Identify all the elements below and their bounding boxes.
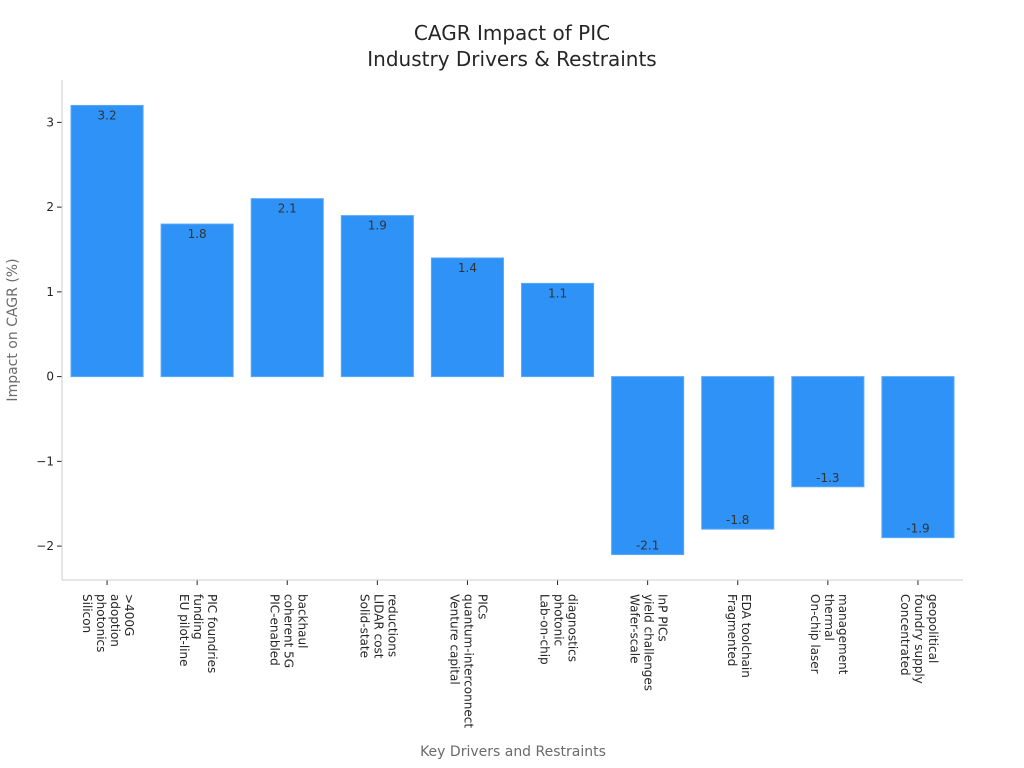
x-category-label: EU pilot-line funding PIC foundries [177, 594, 219, 673]
y-tick-label: 2 [46, 200, 54, 214]
bar [250, 198, 324, 378]
x-category-label-line: foundry supply [912, 594, 926, 684]
x-category-label-line: Solid-state [357, 594, 371, 658]
y-tick-label: 0 [46, 370, 54, 384]
x-category-label-line: Lab-on-chip [538, 594, 552, 665]
x-category-label-line: EU pilot-line [177, 594, 191, 667]
x-category-label: Wafer-scale yield challenges InP PICs [628, 594, 670, 691]
bar-value-label: 1.1 [548, 286, 567, 300]
x-category-label-line: EDA toolchain [739, 594, 753, 678]
x-category-label-line: yield challenges [642, 594, 656, 691]
x-category-label-line: PICs [475, 594, 489, 619]
bar-value-label: 3.2 [98, 108, 117, 122]
x-category-label-line: Venture capital [447, 594, 461, 685]
x-category-label: Silicon photonics adoption >400G [80, 594, 136, 652]
x-category-label-line: PIC-enabled [267, 594, 281, 666]
bar-value-label: 1.4 [458, 261, 477, 275]
bar [160, 223, 234, 378]
bar-value-label: -1.8 [726, 513, 749, 527]
x-category-label: Lab-on-chip photonic diagnostics [538, 594, 580, 665]
y-tick-label: −2 [36, 539, 54, 553]
y-tick-label: −1 [36, 454, 54, 468]
x-category-label: Solid-state LIDAR cost reductions [357, 594, 399, 659]
bar [701, 376, 775, 530]
x-category-label-line: >400G [122, 594, 136, 636]
y-axis-ticks: −2 −1 0 1 2 3 [36, 115, 62, 553]
bar-value-label: 1.9 [368, 219, 387, 233]
x-category-label: On-chip laser thermal management [808, 594, 850, 675]
x-category-label-line: photonics [94, 594, 108, 652]
x-category-label: Venture capital quantum-interconnect PICs [447, 594, 489, 728]
chart-title-line-2: Industry Drivers & Restraints [367, 47, 656, 71]
x-category-label-line: quantum-interconnect [461, 594, 475, 728]
bar [430, 257, 504, 378]
x-category-label-line: management [836, 594, 850, 675]
bar-value-label: 2.1 [278, 202, 297, 216]
x-category-label-line: reductions [385, 594, 399, 657]
y-tick-label: 1 [46, 285, 54, 299]
x-category-label: Concentrated foundry supply geopolitical [898, 594, 940, 684]
x-axis-ticks: Silicon photonics adoption >400G EU pilot-li… [80, 580, 940, 728]
bar [611, 376, 685, 556]
x-category-label: Fragmented EDA toolchain [725, 594, 753, 678]
x-category-label-line: PIC foundries [205, 594, 219, 673]
x-category-label-line: adoption [108, 594, 122, 647]
x-category-label-line: Fragmented [725, 594, 739, 666]
x-category-label-line: On-chip laser [808, 594, 822, 674]
y-axis-label: Impact on CAGR (%) [5, 258, 21, 401]
bar-value-label: -1.3 [816, 471, 839, 485]
x-category-label-line: LIDAR cost [371, 594, 385, 659]
bar [70, 104, 144, 378]
x-category-label-line: coherent 5G [281, 594, 295, 668]
bar-value-label: 1.8 [188, 227, 207, 241]
x-category-label-line: funding [191, 594, 205, 640]
x-category-label-line: backhaul [295, 594, 309, 648]
x-category-label: PIC-enabled coherent 5G backhaul [267, 594, 309, 668]
bar [791, 376, 865, 488]
x-category-label-line: diagnostics [566, 594, 580, 662]
x-category-label-line: InP PICs [656, 594, 670, 642]
x-axis-label: Key Drivers and Restraints [420, 744, 606, 760]
bars-group: 3.2 1.8 2.1 1.9 1.4 1.1 -2.1 -1.8 -1.3 -1.9 [70, 104, 955, 556]
x-category-label-line: thermal [822, 594, 836, 641]
bar [521, 282, 595, 378]
x-category-label-line: Silicon [80, 594, 94, 633]
x-category-label-line: geopolitical [926, 594, 940, 663]
bar-value-label: -2.1 [636, 539, 659, 553]
bar [881, 376, 955, 539]
y-tick-label: 3 [46, 115, 54, 129]
x-category-label-line: Concentrated [898, 594, 912, 676]
bar-value-label: -1.9 [906, 522, 929, 536]
x-category-label-line: photonic [552, 594, 566, 646]
bar [340, 215, 414, 378]
x-category-label-line: Wafer-scale [628, 594, 642, 663]
chart-title-line-1: CAGR Impact of PIC [414, 21, 610, 45]
